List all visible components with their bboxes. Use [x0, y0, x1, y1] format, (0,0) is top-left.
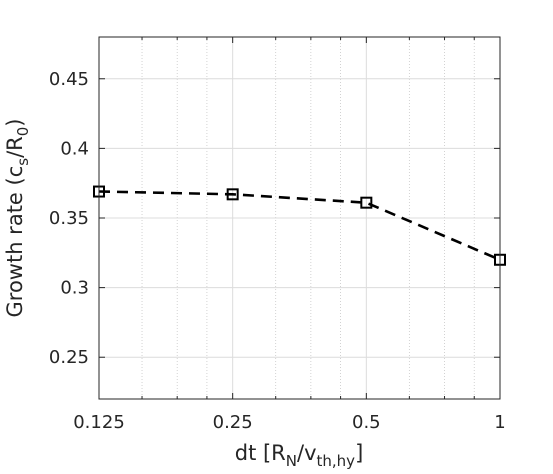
y-tick-labels: 0.25 0.3 0.35 0.4 0.45 — [49, 69, 89, 368]
y-tick-label: 0.45 — [49, 69, 89, 90]
axis-ticks — [98, 37, 501, 399]
x-tick-label: 0.125 — [73, 412, 125, 433]
x-tick-label: 1 — [494, 412, 505, 433]
y-tick-label: 0.35 — [49, 208, 89, 229]
y-axis-label: Growth rate (cs/R0) — [3, 118, 32, 317]
y-tick-label: 0.25 — [49, 347, 89, 368]
x-axis-label: dt [RN/vth,hy] — [235, 441, 364, 470]
series-line — [98, 190, 501, 261]
x-tick-labels: 0.125 0.25 0.5 1 — [73, 412, 505, 433]
data-point-marker — [226, 188, 239, 201]
y-tick-label: 0.3 — [60, 278, 89, 299]
y-tick-label: 0.4 — [60, 138, 89, 159]
x-tick-label: 0.5 — [352, 412, 381, 433]
x-tick-label: 0.25 — [213, 412, 253, 433]
data-point-marker — [360, 196, 373, 209]
